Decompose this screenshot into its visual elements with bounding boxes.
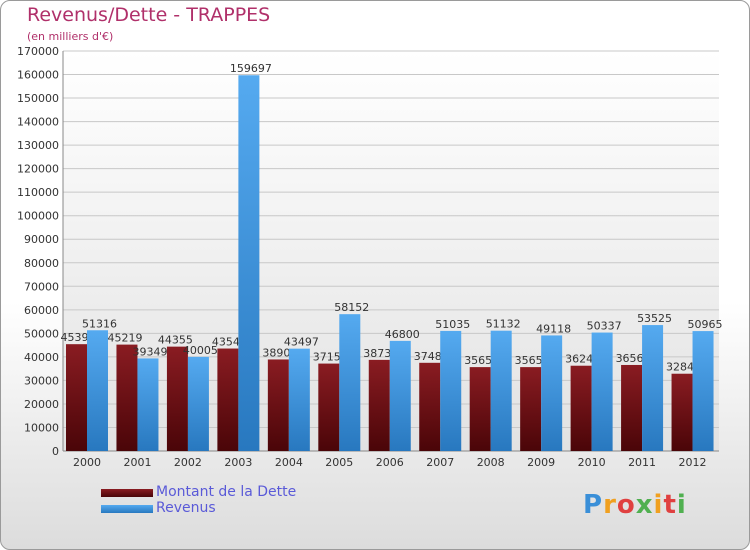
chart-subtitle: (en milliers d'€) [27, 30, 114, 43]
y-tick-label: 70000 [24, 280, 59, 293]
data-label-revenue: 53525 [637, 312, 672, 325]
data-label-revenue: 58152 [334, 301, 369, 314]
legend-label-revenue: Revenus [156, 500, 216, 516]
data-label-debt: 3890 [262, 346, 290, 359]
bar-debt [621, 364, 643, 451]
bar-revenue [389, 340, 411, 451]
data-label-revenue: 39349 [132, 345, 167, 358]
x-tick-label: 2008 [477, 456, 505, 469]
x-tick-label: 2011 [628, 456, 656, 469]
legend-label-debt: Montant de la Dette [156, 484, 297, 500]
y-tick-label: 10000 [24, 421, 59, 434]
data-label-revenue: 51316 [82, 317, 117, 330]
x-tick-label: 2000 [73, 456, 101, 469]
x-tick-label: 2012 [679, 456, 707, 469]
data-label-debt: 3873 [363, 347, 391, 360]
bar-revenue [339, 314, 361, 451]
data-label-revenue: 40005 [183, 344, 218, 357]
y-tick-label: 50000 [24, 327, 59, 340]
bar-debt [570, 365, 592, 451]
bar-revenue [490, 330, 512, 451]
y-tick-label: 100000 [17, 210, 59, 223]
data-label-debt: 45219 [107, 332, 142, 345]
bar-revenue [288, 348, 310, 451]
bar-revenue [591, 332, 613, 451]
bar-debt [116, 344, 138, 451]
bar-revenue [541, 335, 563, 451]
data-label-debt: 3565 [464, 354, 492, 367]
y-tick-label: 60000 [24, 304, 59, 317]
data-label-revenue: 50965 [688, 318, 723, 331]
bar-debt [520, 367, 542, 451]
y-tick-label: 120000 [17, 163, 59, 176]
data-label-revenue: 50337 [587, 320, 622, 333]
y-tick-label: 80000 [24, 257, 59, 270]
y-tick-label: 150000 [17, 92, 59, 105]
bar-revenue [692, 331, 714, 451]
y-tick-label: 160000 [17, 69, 59, 82]
y-tick-label: 30000 [24, 374, 59, 387]
data-label-debt: 4354 [212, 336, 240, 349]
y-tick-label: 20000 [24, 398, 59, 411]
y-tick-label: 90000 [24, 233, 59, 246]
y-tick-label: 110000 [17, 186, 59, 199]
bar-debt [267, 359, 289, 451]
x-tick-label: 2005 [325, 456, 353, 469]
x-tick-label: 2006 [376, 456, 404, 469]
legend-swatch-debt [101, 489, 153, 497]
x-tick-label: 2003 [224, 456, 252, 469]
bar-revenue [238, 75, 260, 451]
bar-debt [419, 362, 441, 451]
bar-revenue [440, 330, 462, 451]
y-tick-label: 40000 [24, 351, 59, 364]
bar-debt [469, 367, 491, 451]
bar-debt [217, 348, 239, 451]
x-tick-label: 2010 [578, 456, 606, 469]
x-tick-label: 2001 [123, 456, 151, 469]
bar-debt [66, 344, 87, 451]
y-tick-label: 140000 [17, 116, 59, 129]
bar-debt [166, 346, 188, 451]
data-label-revenue: 43497 [284, 336, 319, 349]
data-label-debt: 3748 [414, 350, 442, 363]
legend-swatch-revenue [101, 505, 153, 513]
bar-debt [671, 373, 693, 451]
data-label-revenue: 51132 [486, 318, 521, 331]
y-tick-label: 130000 [17, 139, 59, 152]
bar-revenue [87, 330, 108, 451]
data-label-debt: 44355 [158, 334, 193, 347]
data-label-debt: 3565 [515, 354, 543, 367]
data-label-debt: 3656 [616, 352, 644, 365]
bar-debt [368, 359, 390, 451]
data-label-debt: 3284 [666, 361, 694, 374]
x-tick-label: 2002 [174, 456, 202, 469]
y-tick-label: 170000 [17, 45, 59, 58]
data-label-debt: 3715 [313, 351, 341, 364]
data-label-revenue: 46800 [385, 328, 420, 341]
bar-revenue [642, 325, 664, 451]
x-tick-label: 2007 [426, 456, 454, 469]
bar-debt [318, 363, 340, 451]
data-label-debt: 4539 [61, 331, 89, 344]
x-tick-label: 2004 [275, 456, 303, 469]
bar-revenue [137, 358, 159, 451]
y-tick-label: 0 [52, 445, 59, 458]
data-label-revenue: 159697 [230, 62, 272, 75]
data-label-revenue: 51035 [435, 318, 470, 331]
data-label-revenue: 49118 [536, 322, 571, 335]
bar-revenue [187, 356, 209, 451]
x-tick-label: 2009 [527, 456, 555, 469]
data-label-debt: 3624 [565, 353, 593, 366]
proxiti-logo: Proxiti [583, 490, 687, 520]
chart-title: Revenus/Dette - TRAPPES [27, 4, 271, 26]
